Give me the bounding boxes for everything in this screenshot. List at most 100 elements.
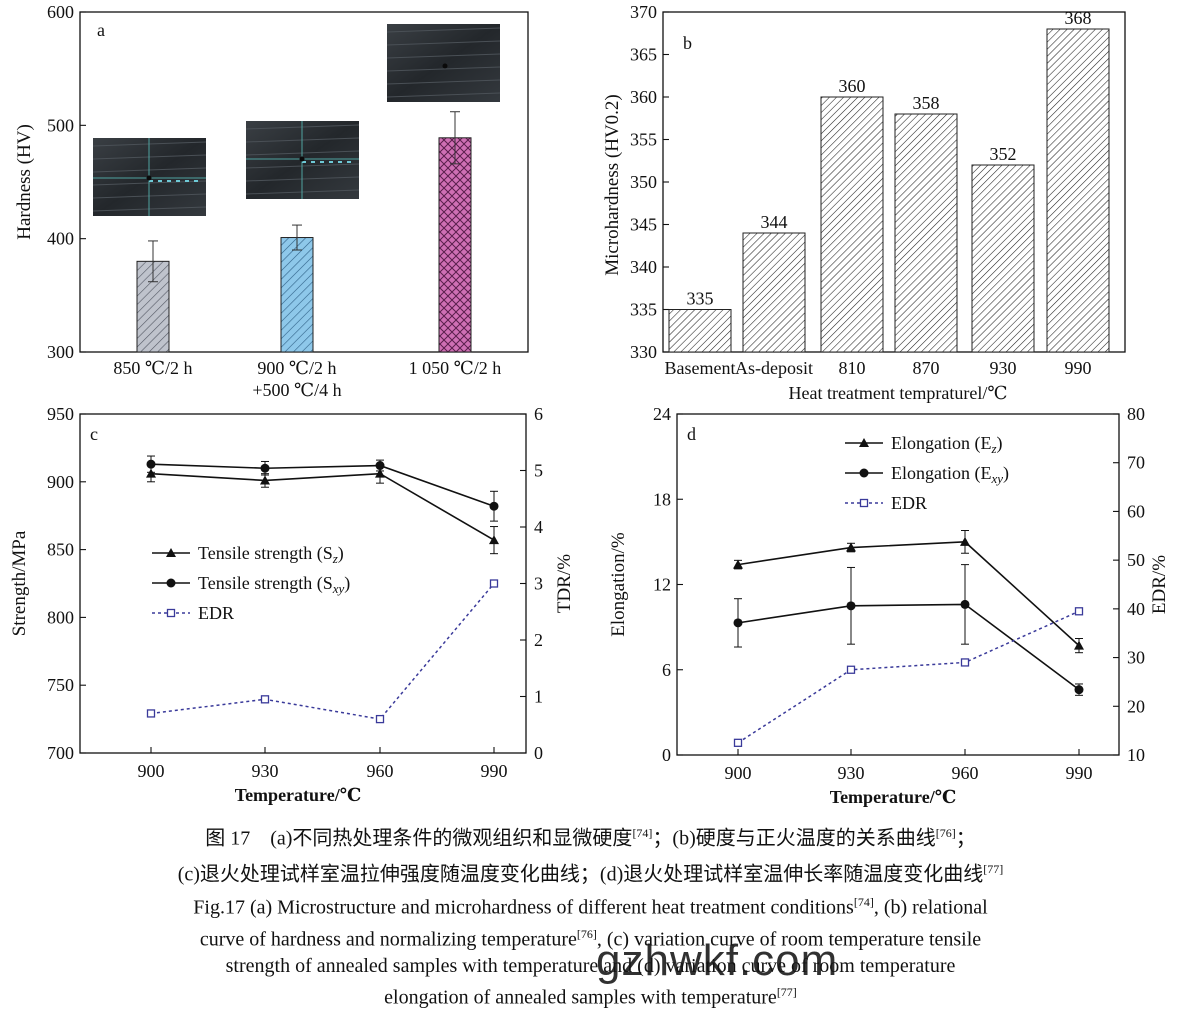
y-axis-title: Hardness (HV) <box>14 124 35 240</box>
microhardness-bar <box>820 96 884 353</box>
caption-text: elongation of annealed samples with temp… <box>384 986 777 1009</box>
x-category-label: 900 ℃/2 h <box>257 358 336 378</box>
panel-a-hardness-bar-chart: 300 400 500 600 a Hardness (HV) 850 ℃/2 h 900 ℃… <box>14 2 529 400</box>
y-tick-label: 400 <box>47 229 74 249</box>
y-tick-label: 6 <box>534 404 543 424</box>
x-category-label: 870 <box>913 358 940 378</box>
x-category-label: +500 ℃/4 h <box>252 380 341 400</box>
caption-text: Fig.17 (a) Microstructure and microhardn… <box>193 896 854 919</box>
legend-marker <box>166 578 176 588</box>
square-marker <box>489 579 499 588</box>
square-marker <box>146 709 156 718</box>
y-tick-label: 40 <box>1127 599 1145 619</box>
y-tick-label: 0 <box>662 745 671 765</box>
caption-ref: [74] <box>853 895 874 910</box>
microhardness-bar <box>668 309 732 353</box>
x-tick-label: 930 <box>838 763 865 783</box>
micrograph-background <box>387 24 500 102</box>
x-axis-title: Temperature/℃ <box>235 785 362 805</box>
watermark: gzhwkf.com <box>596 936 839 985</box>
bar-value-label: 360 <box>839 76 866 96</box>
y-tick-label: 900 <box>47 472 74 492</box>
triangle-marker <box>733 559 743 569</box>
series-line <box>150 583 495 720</box>
bar-value-label: 358 <box>913 93 940 113</box>
x-tick-label: 960 <box>952 763 979 783</box>
square-marker <box>375 714 385 724</box>
caption-text: curve of hardness and normalizing temper… <box>199 928 577 951</box>
circle-marker <box>260 463 270 473</box>
y-tick-label: 355 <box>630 130 657 150</box>
x-tick-label: 930 <box>252 761 279 781</box>
bar-value-label: 335 <box>687 289 714 309</box>
micrograph-texture <box>386 79 501 85</box>
y-tick-label: 0 <box>534 743 543 763</box>
y-tick-label: 30 <box>1127 648 1145 668</box>
y-tick-label: 5 <box>534 461 543 481</box>
panel-label: c <box>90 424 98 444</box>
microstructure-image <box>92 138 207 216</box>
x-category-label: 810 <box>839 358 866 378</box>
legend-marker <box>166 608 176 618</box>
caption-ref: [77] <box>983 861 1004 876</box>
micrograph-texture <box>386 66 501 72</box>
x-tick-label: 960 <box>367 761 394 781</box>
legend-marker <box>859 438 869 447</box>
microhardness-bar <box>971 164 1035 353</box>
x-category-label: 850 ℃/2 h <box>113 358 192 378</box>
caption-text: 图 17 (a)不同热处理条件的微观组织和显微硬度 <box>205 827 633 850</box>
square-marker <box>1074 607 1084 616</box>
y-tick-label: 6 <box>662 660 671 680</box>
circle-marker <box>733 618 743 628</box>
y-tick-label: 800 <box>47 607 74 627</box>
micrograph-texture <box>386 40 501 46</box>
bar-value-label: 352 <box>990 144 1017 164</box>
microhardness-bar <box>894 113 958 353</box>
y-axis-title: Strength/MPa <box>9 530 30 636</box>
indent-mark <box>442 63 448 69</box>
triangle-marker <box>960 536 970 546</box>
legend-label: Elongation (Ez) <box>891 433 1003 456</box>
series-line <box>150 463 495 507</box>
micrograph-texture <box>386 27 501 33</box>
y-tick-label: 370 <box>630 2 657 22</box>
triangle-marker <box>1074 640 1084 650</box>
triangle-marker <box>146 468 156 478</box>
y-tick-label: 700 <box>47 743 74 763</box>
caption-ref: [77] <box>776 984 797 999</box>
caption-ref: [76] <box>576 926 597 941</box>
caption-en-line-3: strength of annealed samples with temper… <box>0 953 1181 979</box>
y-tick-label: 335 <box>630 300 657 320</box>
caption-cn-line-1: 图 17 (a)不同热处理条件的微观组织和显微硬度[74]；(b)硬度与正火温度… <box>0 818 1181 854</box>
indent-mark <box>299 156 305 162</box>
y-tick-label: 345 <box>630 215 657 235</box>
y-axis-title: Elongation/% <box>608 532 629 637</box>
x-category-label: 990 <box>1065 358 1092 378</box>
y-tick-label: 60 <box>1127 501 1145 521</box>
x-tick-label: 990 <box>481 761 508 781</box>
x-axis-title: Heat treatment tempraturel/℃ <box>788 383 1007 403</box>
triangle-marker <box>375 468 385 478</box>
series-line <box>150 472 495 541</box>
figure-caption: 图 17 (a)不同热处理条件的微观组织和显微硬度[74]；(b)硬度与正火温度… <box>0 818 1181 1010</box>
caption-en-line-4: elongation of annealed samples with temp… <box>0 979 1181 1010</box>
x-category-label: As-deposit <box>735 358 813 378</box>
panel-label: d <box>687 424 696 444</box>
x-category-label: Basement <box>665 358 736 378</box>
series-line <box>737 603 1080 691</box>
x-category-label: 1 050 ℃/2 h <box>409 358 502 378</box>
indent-mark <box>146 175 152 181</box>
hardness-bar <box>280 237 314 353</box>
caption-cn-line-2: (c)退火处理试样室温拉伸强度随温度变化曲线；(d)退火处理试样室温伸长率随温度… <box>0 854 1181 890</box>
square-marker <box>733 738 743 747</box>
legend-label: Elongation (Exy) <box>891 463 1009 486</box>
caption-text: , (c) variation curve of room temperatur… <box>596 928 982 951</box>
y-tick-label: 330 <box>630 342 657 362</box>
y-tick-label: 850 <box>47 540 74 560</box>
x-tick-label: 990 <box>1066 763 1093 783</box>
x-axis-title: Temperature/℃ <box>830 787 957 807</box>
y-tick-label: 3 <box>534 574 543 594</box>
y-tick-label: 340 <box>630 257 657 277</box>
y-tick-label: 20 <box>1127 696 1145 716</box>
